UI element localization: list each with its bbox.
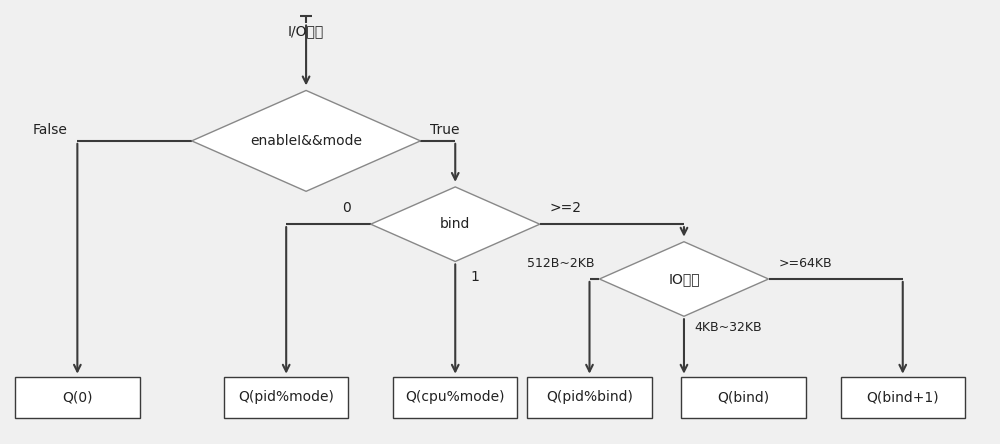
FancyBboxPatch shape [15,377,140,418]
Text: IO大小: IO大小 [668,272,700,286]
Text: Q(pid%bind): Q(pid%bind) [546,390,633,404]
Polygon shape [371,187,540,262]
Text: Q(cpu%mode): Q(cpu%mode) [406,390,505,404]
Text: I/O请求: I/O请求 [288,24,324,38]
Text: 1: 1 [470,270,479,284]
FancyBboxPatch shape [224,377,348,418]
Text: >=2: >=2 [550,202,582,215]
Text: Q(pid%mode): Q(pid%mode) [238,390,334,404]
Text: 512B~2KB: 512B~2KB [527,257,594,270]
Text: 0: 0 [342,202,351,215]
Text: False: False [33,123,67,137]
FancyBboxPatch shape [681,377,806,418]
FancyBboxPatch shape [527,377,652,418]
FancyBboxPatch shape [841,377,965,418]
FancyBboxPatch shape [393,377,517,418]
Text: True: True [430,123,460,137]
Polygon shape [599,242,769,316]
Text: Q(0): Q(0) [62,390,93,404]
Text: Q(bind+1): Q(bind+1) [866,390,939,404]
Text: 4KB~32KB: 4KB~32KB [694,321,762,333]
Text: >=64KB: >=64KB [778,257,832,270]
Text: Q(bind): Q(bind) [718,390,770,404]
Polygon shape [192,91,420,191]
Text: bind: bind [440,217,470,231]
Text: enableI&&mode: enableI&&mode [250,134,362,148]
